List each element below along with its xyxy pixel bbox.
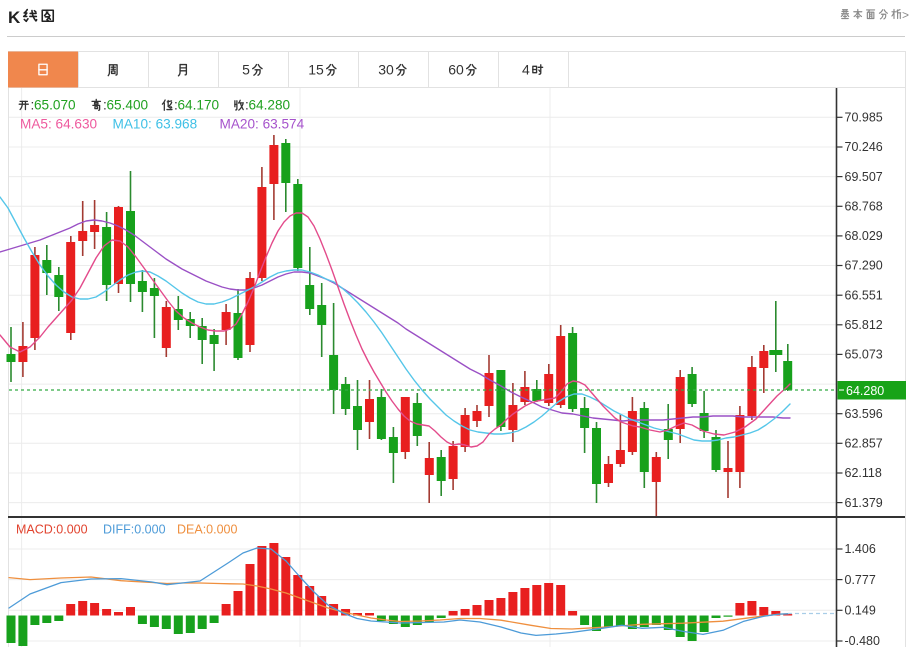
svg-text:65.812: 65.812 [845, 318, 883, 332]
svg-text:DEA:0.000: DEA:0.000 [177, 523, 238, 537]
svg-text:0.777: 0.777 [845, 573, 876, 587]
svg-text:70.246: 70.246 [845, 140, 883, 154]
svg-text::: : [174, 98, 178, 113]
svg-text:70.985: 70.985 [845, 111, 883, 125]
svg-text:MA20: 63.574: MA20: 63.574 [220, 117, 305, 132]
svg-text:65.073: 65.073 [845, 348, 883, 362]
svg-text:DIFF:0.000: DIFF:0.000 [103, 523, 166, 537]
svg-text:MA10: 63.968: MA10: 63.968 [113, 117, 198, 132]
svg-text:67.290: 67.290 [845, 259, 883, 273]
svg-text:30: 30 [378, 62, 394, 78]
svg-text:65.400: 65.400 [107, 98, 149, 113]
svg-text:0.149: 0.149 [845, 604, 876, 618]
svg-text:60: 60 [448, 62, 464, 78]
svg-text:MACD:0.000: MACD:0.000 [16, 523, 88, 537]
svg-text::: : [245, 98, 249, 113]
svg-text:5: 5 [242, 62, 250, 78]
svg-text:69.507: 69.507 [845, 170, 883, 184]
svg-text:64.280: 64.280 [249, 98, 291, 113]
svg-text:MA5: 64.630: MA5: 64.630 [20, 117, 98, 132]
svg-text:-0.480: -0.480 [845, 634, 880, 647]
svg-text::: : [31, 98, 35, 113]
svg-text:K: K [8, 8, 21, 27]
svg-text:62.857: 62.857 [845, 437, 883, 451]
svg-text:65.070: 65.070 [34, 98, 76, 113]
svg-text:1.406: 1.406 [845, 542, 876, 556]
svg-text:62.118: 62.118 [845, 466, 882, 480]
svg-text:63.596: 63.596 [845, 407, 883, 421]
svg-text:64.170: 64.170 [178, 98, 220, 113]
svg-text:66.551: 66.551 [845, 288, 883, 302]
svg-text:64.280: 64.280 [846, 384, 884, 398]
svg-text:61.379: 61.379 [845, 496, 883, 510]
svg-text:4: 4 [522, 62, 530, 78]
svg-text::: : [103, 98, 107, 113]
svg-text:15: 15 [308, 62, 324, 78]
svg-text:68.768: 68.768 [845, 200, 883, 214]
svg-text:>: > [902, 8, 909, 22]
svg-text:68.029: 68.029 [845, 229, 883, 243]
